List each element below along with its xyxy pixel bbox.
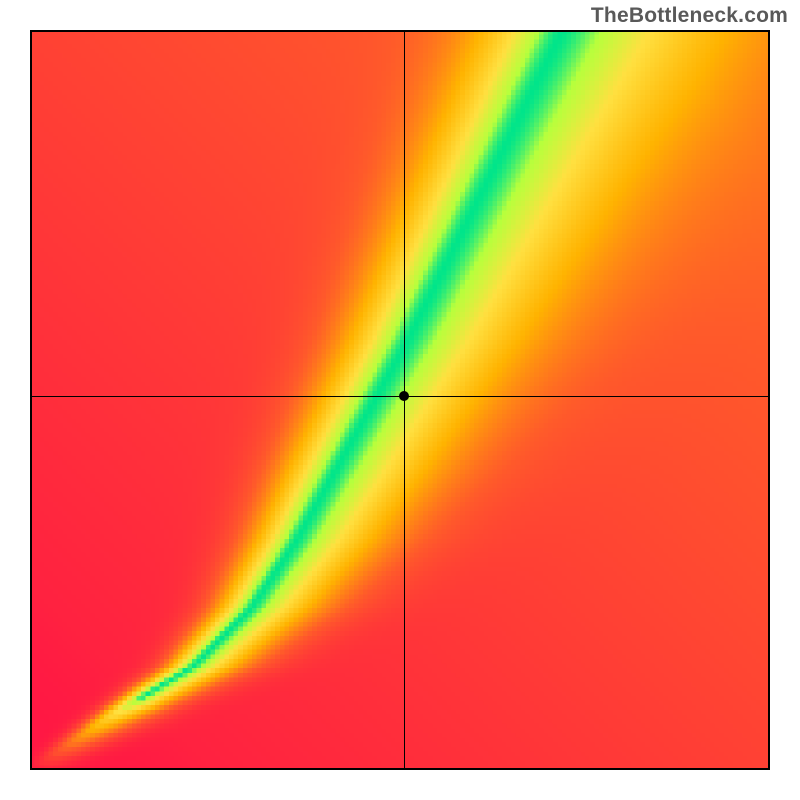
- crosshair-marker: [399, 391, 409, 401]
- watermark-text: TheBottleneck.com: [591, 4, 788, 28]
